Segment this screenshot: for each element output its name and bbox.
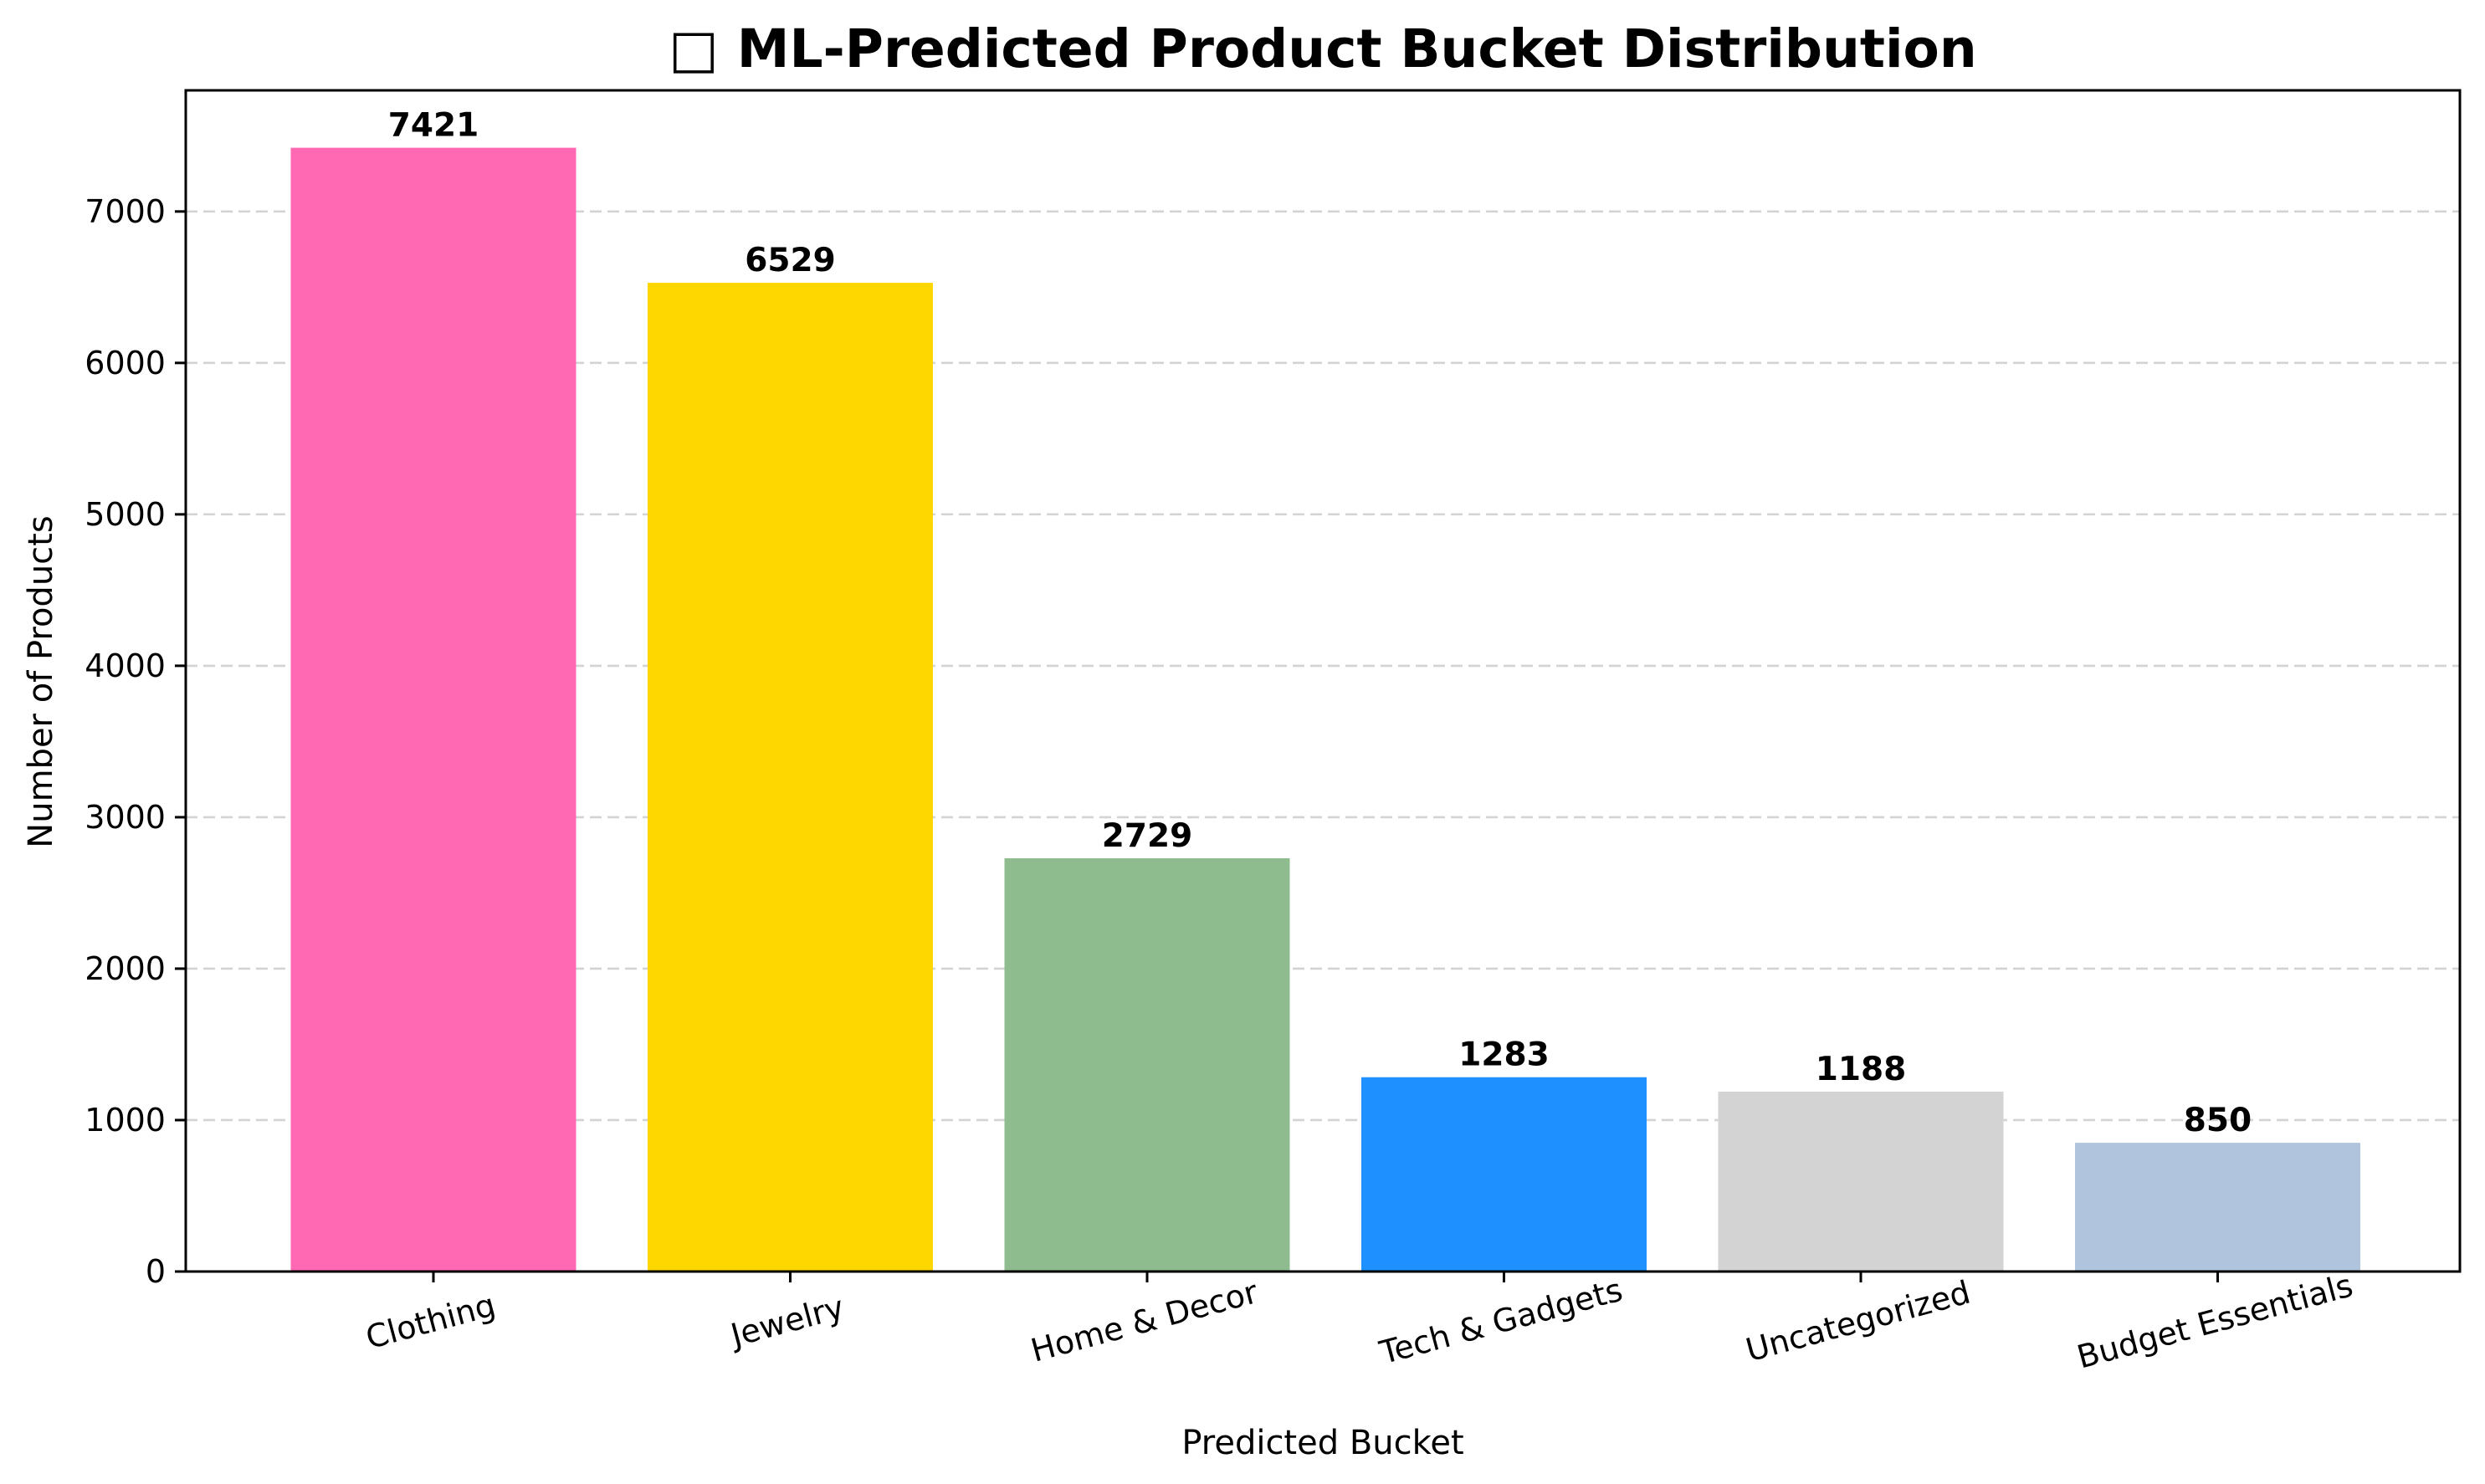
- x-tick-label: Tech & Gadgets: [1376, 1272, 1627, 1372]
- bar-home-decor: [1004, 857, 1290, 1272]
- chart-title: □ ML-Predicted Product Bucket Distributi…: [669, 18, 1976, 79]
- bar-tech-gadgets: [1361, 1077, 1647, 1272]
- bars: [290, 147, 2360, 1272]
- plot-frame: [184, 89, 2462, 1273]
- y-tick-label: 1000: [85, 1102, 166, 1139]
- value-label: 2729: [1102, 817, 1193, 855]
- y-tick-label: 2000: [85, 950, 166, 987]
- x-axis-label: Predicted Bucket: [1181, 1424, 1463, 1462]
- x-tick-label: Uncategorized: [1742, 1274, 1974, 1369]
- value-label: 1188: [1816, 1051, 1907, 1088]
- y-tick-label: 7000: [85, 193, 166, 230]
- x-tick-label: Budget Essentials: [2073, 1267, 2357, 1375]
- y-tick-label: 0: [146, 1253, 166, 1290]
- x-tick-label: Clothing: [362, 1287, 500, 1356]
- y-tick-label: 5000: [85, 496, 166, 533]
- bar-clothing: [290, 147, 576, 1272]
- bar-uncategorized: [1718, 1091, 2004, 1272]
- y-tick-label: 3000: [85, 799, 166, 836]
- bar-jewelry: [648, 283, 933, 1272]
- value-label: 7421: [388, 107, 479, 145]
- value-labels: 7421 6529 2729 1283 1188 850: [388, 107, 2252, 1140]
- y-axis-ticks: 0 1000 2000 3000 4000 5000 6000 7000: [85, 193, 186, 1290]
- value-label: 850: [2184, 1102, 2252, 1139]
- y-axis-label: Number of Products: [22, 515, 60, 847]
- x-axis-ticks: Clothing Jewelry Home & Decor Tech & Gadget…: [362, 1267, 2357, 1375]
- bar-budget-essentials: [2075, 1143, 2360, 1272]
- value-label: 6529: [745, 242, 836, 279]
- value-label: 1283: [1458, 1036, 1550, 1074]
- x-tick-label: Jewelry: [725, 1288, 848, 1354]
- y-tick-label: 4000: [85, 647, 166, 684]
- y-tick-label: 6000: [85, 345, 166, 381]
- x-tick-label: Home & Decor: [1027, 1273, 1262, 1369]
